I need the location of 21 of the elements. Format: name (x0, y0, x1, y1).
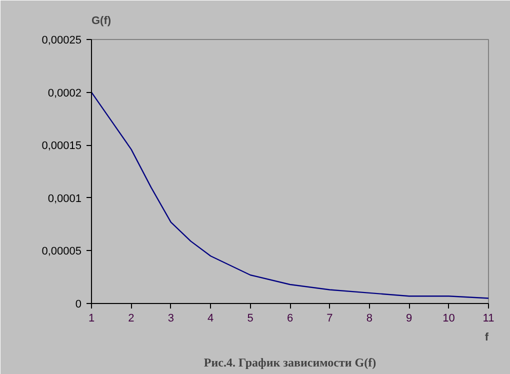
x-tick-label: 1 (88, 312, 95, 324)
y-tick-label: 0,0002 (48, 87, 82, 100)
x-tick-label: 5 (247, 312, 254, 324)
x-tick-label: 8 (366, 312, 372, 324)
line-series (92, 92, 488, 299)
y-tick-label: 0,00025 (42, 34, 82, 46)
text: Рис.4. График зависимости G(f) (204, 356, 376, 370)
y-tick-label: 0,00005 (42, 246, 82, 258)
x-tick-label: 2 (128, 312, 134, 324)
x-tick-label: 9 (406, 312, 412, 324)
x-tick-label: 10 (442, 312, 455, 324)
x-tick-label: 4 (208, 312, 214, 324)
x-tick-label: 6 (286, 312, 294, 324)
y-axis-title: G(f) (92, 15, 112, 27)
y-tick-label: 0 (75, 298, 82, 310)
x-tick-label: 3 (168, 312, 174, 324)
x-axis-title: f (484, 332, 489, 344)
x-tick-label: 7 (326, 312, 333, 324)
x-tick-label: 11 (482, 312, 494, 324)
y-tick-label: 0,0001 (48, 192, 82, 205)
y-tick-label: 0,00015 (42, 140, 82, 152)
